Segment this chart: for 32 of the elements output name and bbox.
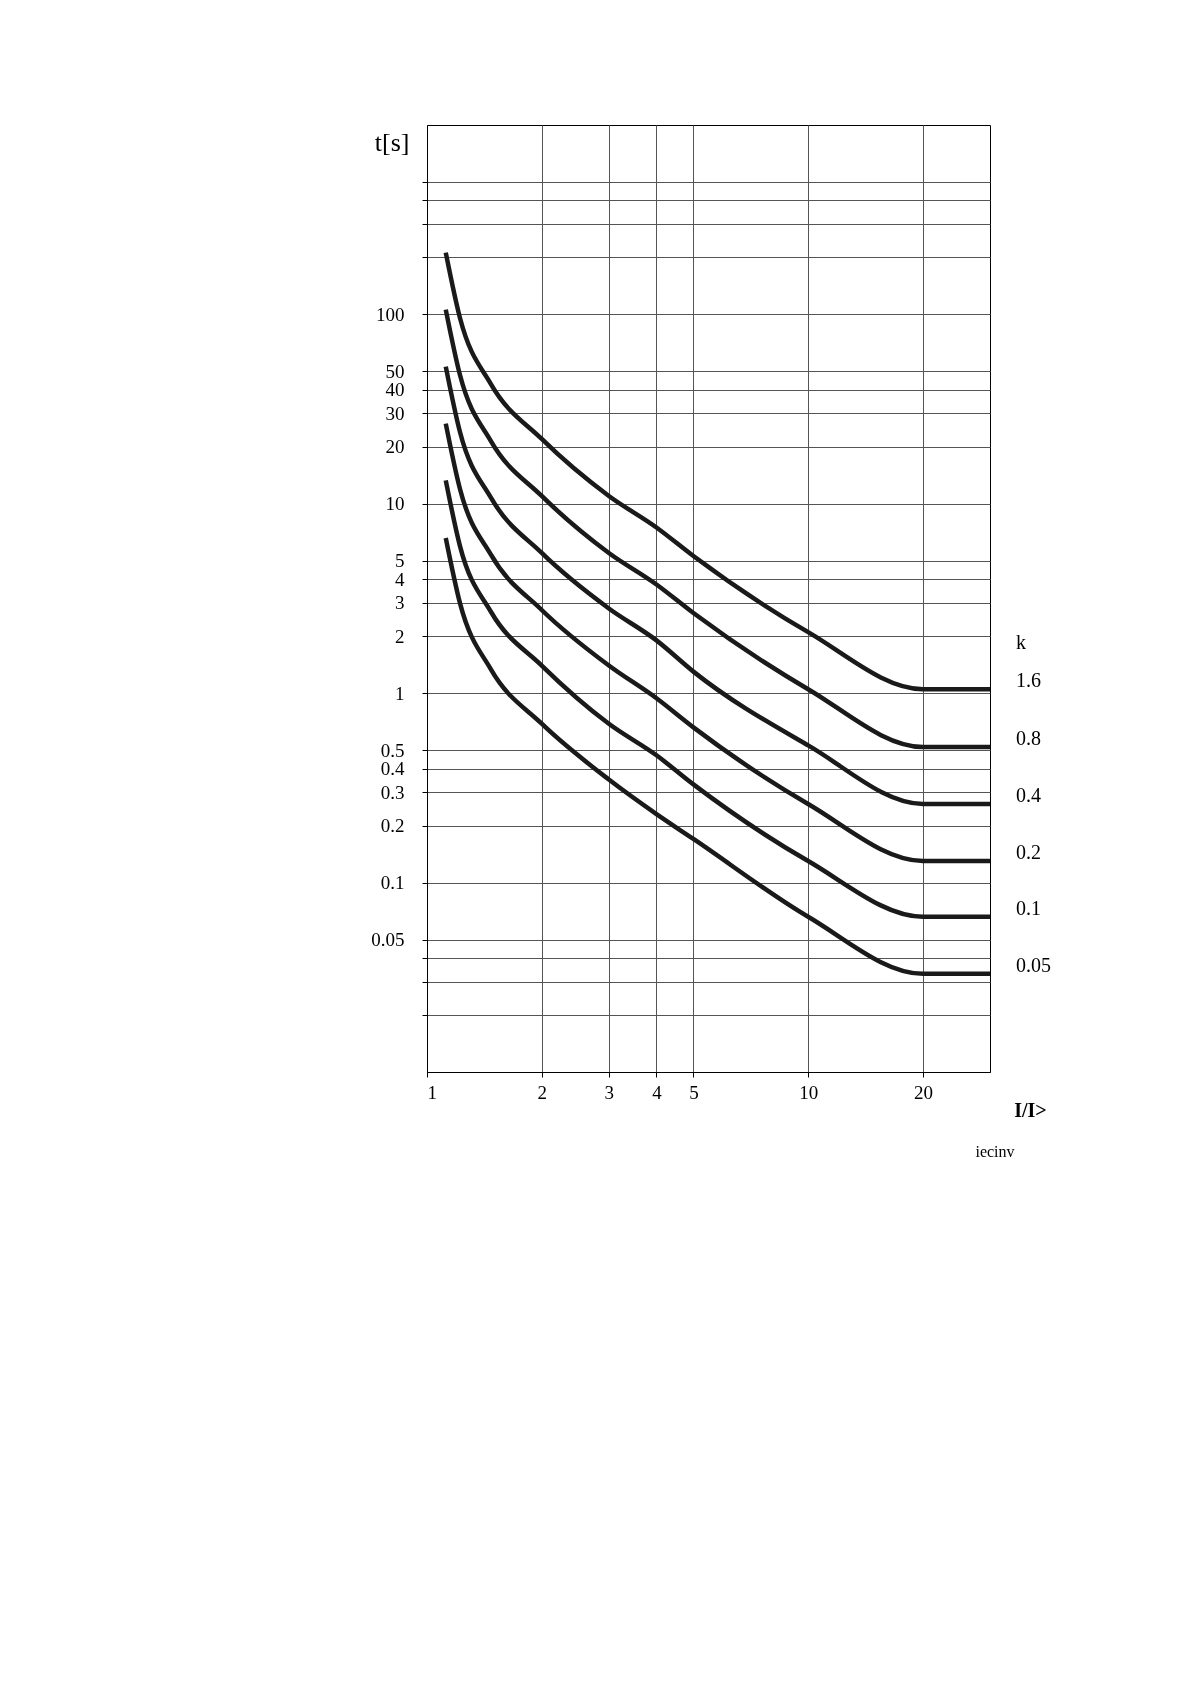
x-axis-title: I/I> [1014,1098,1047,1121]
x-tick-label: 4 [652,1081,663,1103]
y-tick-label: 10 [385,493,405,515]
text: iecinv [975,1143,1015,1160]
y-tick-label: 30 [385,402,405,424]
series-label: 0.8 [1016,726,1041,749]
y-tick-label: 0.2 [380,815,405,837]
y-tick-label: 0.1 [380,872,405,894]
y-tick-label: 3 [395,592,405,614]
y-tick-label: 0.5 [380,739,405,761]
series-label: 0.4 [1016,784,1041,806]
x-tick-label: 10 [799,1081,819,1103]
y-tick-label: 20 [385,436,405,458]
y-tick-label: 0.4 [380,758,405,780]
series-label: 1.6 [1016,669,1041,692]
series-label: 0.05 [1016,953,1051,976]
x-tick-label: 1 [427,1081,437,1103]
legend-title: k [1016,631,1026,654]
x-tick-label: 5 [689,1081,699,1103]
y-tick-label: 0.3 [380,781,405,803]
x-tick-label: 3 [604,1081,615,1103]
series-label: 0.1 [1016,896,1041,919]
x-tick-label: 20 [913,1081,933,1103]
x-tick-label: 2 [537,1081,547,1103]
y-axis-title: t[s] [374,127,410,157]
y-tick-label: 50 [385,360,405,382]
y-tick-label: 100 [376,303,405,325]
y-tick-label: 1 [395,682,405,704]
series-label: 0.2 [1016,841,1041,864]
y-tick-label: 2 [395,625,405,647]
y-tick-label: 0.05 [371,929,405,951]
y-tick-label: 40 [385,379,405,401]
